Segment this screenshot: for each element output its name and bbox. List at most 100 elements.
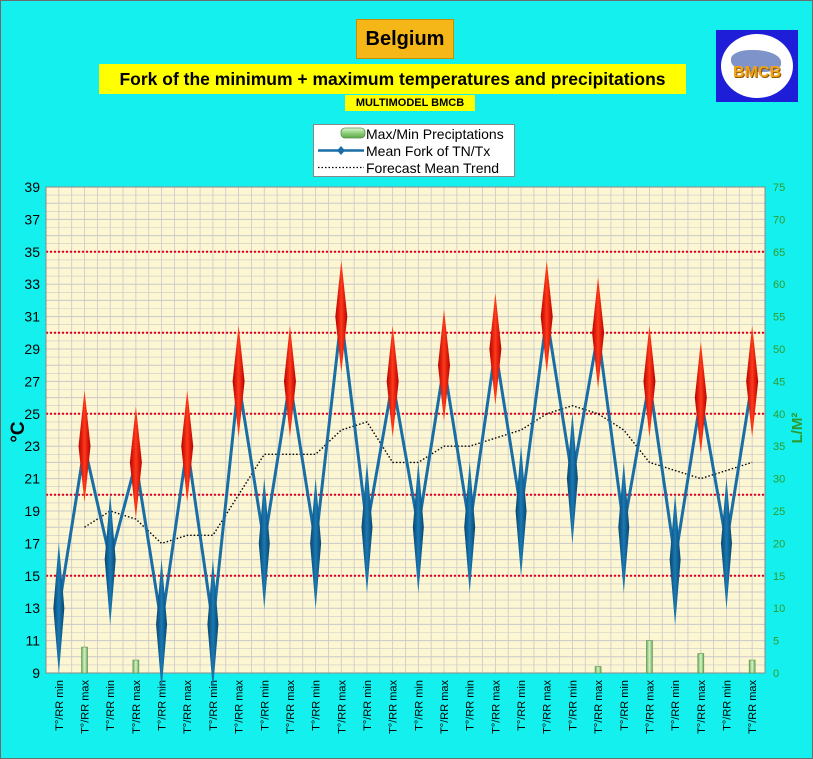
legend-item-mean-fork: Mean Fork of TN/Tx [314, 142, 490, 159]
x-tick-label: T°/RR min [311, 680, 323, 731]
max-marker [643, 325, 656, 438]
y-tick-label: 23 [24, 438, 40, 454]
y-tick-label: 35 [24, 244, 40, 260]
y-tick-label: 19 [24, 503, 40, 519]
max-marker [694, 341, 707, 454]
y-tick-label: 31 [24, 309, 40, 325]
precip-bar [697, 653, 705, 674]
y-tick-label: 13 [24, 600, 40, 616]
x-tick-label: T°/RR max [182, 680, 194, 734]
min-marker [361, 461, 373, 594]
dotted-line-icon [318, 166, 364, 169]
precip-bar-icon [340, 127, 366, 139]
precip-bar [132, 659, 140, 674]
max-marker [283, 325, 296, 438]
y2-tick-label: 10 [773, 603, 785, 615]
max-marker [540, 260, 553, 373]
x-tick-label: T°/RR max [336, 680, 348, 734]
x-tick-label: T°/RR min [670, 680, 682, 731]
y-tick-label: 17 [24, 535, 40, 551]
logo-text: BMCB [733, 64, 781, 81]
x-tick-label: T°/RR max [747, 680, 759, 734]
y2-axis-title: L/M² [789, 413, 806, 444]
mean-fork-line [57, 316, 754, 625]
y2-tick-label: 25 [773, 506, 785, 518]
y2-tick-label: 5 [773, 636, 779, 648]
x-tick-label: T°/RR min [413, 680, 425, 731]
x-tick-label: T°/RR max [542, 680, 554, 734]
y2-tick-label: 70 [773, 214, 785, 226]
min-marker [156, 558, 168, 691]
x-tick-label: T°/RR min [105, 680, 117, 731]
y-tick-label: 21 [24, 471, 40, 487]
y-tick-label: 27 [24, 373, 40, 389]
bmcb-logo: BMCB [716, 30, 798, 102]
min-marker [258, 477, 270, 610]
max-marker [78, 390, 91, 503]
x-tick-label: T°/RR max [388, 680, 400, 734]
x-tick-label: T°/RR min [516, 680, 528, 731]
x-tick-label: T°/RR max [80, 680, 92, 734]
y2-tick-label: 50 [773, 344, 785, 356]
x-tick-label: T°/RR min [619, 680, 631, 731]
min-marker [412, 461, 424, 594]
y2-tick-label: 35 [773, 441, 785, 453]
max-marker [181, 390, 194, 503]
x-tick-label: T°/RR max [234, 680, 246, 734]
min-marker [310, 477, 322, 610]
y-tick-label: 29 [24, 341, 40, 357]
x-tick-label: T°/RR min [465, 680, 477, 731]
y2-tick-label: 55 [773, 312, 785, 324]
y2-tick-label: 0 [773, 668, 779, 680]
plot-border [45, 186, 766, 674]
legend-label: Forecast Mean Trend [366, 159, 500, 176]
min-marker [53, 542, 65, 675]
min-marker [464, 461, 476, 594]
min-marker [720, 477, 732, 610]
y-axis-title: °C [8, 421, 29, 443]
x-tick-label: T°/RR min [721, 680, 733, 731]
y-tick-label: 11 [25, 633, 40, 649]
y2-tick-label: 30 [773, 474, 785, 486]
x-tick-label: T°/RR max [644, 680, 656, 734]
max-marker [335, 260, 348, 373]
y-tick-label: 15 [24, 568, 40, 584]
y2-tick-label: 75 [773, 182, 785, 194]
x-tick-label: T°/RR min [208, 680, 220, 731]
x-tick-label: T°/RR min [259, 680, 271, 731]
source-label: MULTIMODEL BMCB [345, 95, 475, 111]
x-tick-label: T°/RR max [131, 680, 143, 734]
x-tick-label: T°/RR max [593, 680, 605, 734]
min-marker [669, 493, 681, 626]
x-tick-label: T°/RR min [157, 680, 169, 731]
legend-item-precip: Max/Min Preciptations [314, 125, 504, 142]
min-marker [104, 493, 116, 626]
y2-tick-label: 15 [773, 571, 785, 583]
x-tick-label: T°/RR min [362, 680, 374, 731]
precip-bar [748, 659, 756, 674]
max-marker [489, 293, 502, 405]
legend-label: Mean Fork of TN/Tx [366, 142, 491, 159]
belgium-map-icon [731, 50, 781, 72]
y2-tick-label: 20 [773, 538, 785, 550]
legend-label: Max/Min Preciptations [366, 125, 504, 142]
max-marker [386, 325, 399, 438]
min-marker [515, 445, 527, 577]
y2-tick-label: 45 [773, 376, 785, 388]
y-tick-label: 39 [24, 179, 40, 195]
line-diamond-icon [318, 146, 364, 155]
legend: Max/Min Preciptations Mean Fork of TN/Tx… [313, 124, 515, 177]
precip-bar [81, 646, 88, 674]
y-tick-label: 9 [32, 665, 40, 681]
y-tick-label: 25 [24, 406, 40, 422]
min-marker [207, 558, 219, 691]
country-title: Belgium [356, 19, 454, 59]
max-marker [746, 325, 759, 438]
x-tick-label: T°/RR max [696, 680, 708, 734]
logo-disc: BMCB [721, 34, 793, 98]
legend-item-trend: Forecast Mean Trend [314, 159, 499, 176]
x-tick-label: T°/RR max [285, 680, 297, 734]
max-marker [438, 309, 451, 422]
y-tick-label: 37 [24, 211, 40, 227]
